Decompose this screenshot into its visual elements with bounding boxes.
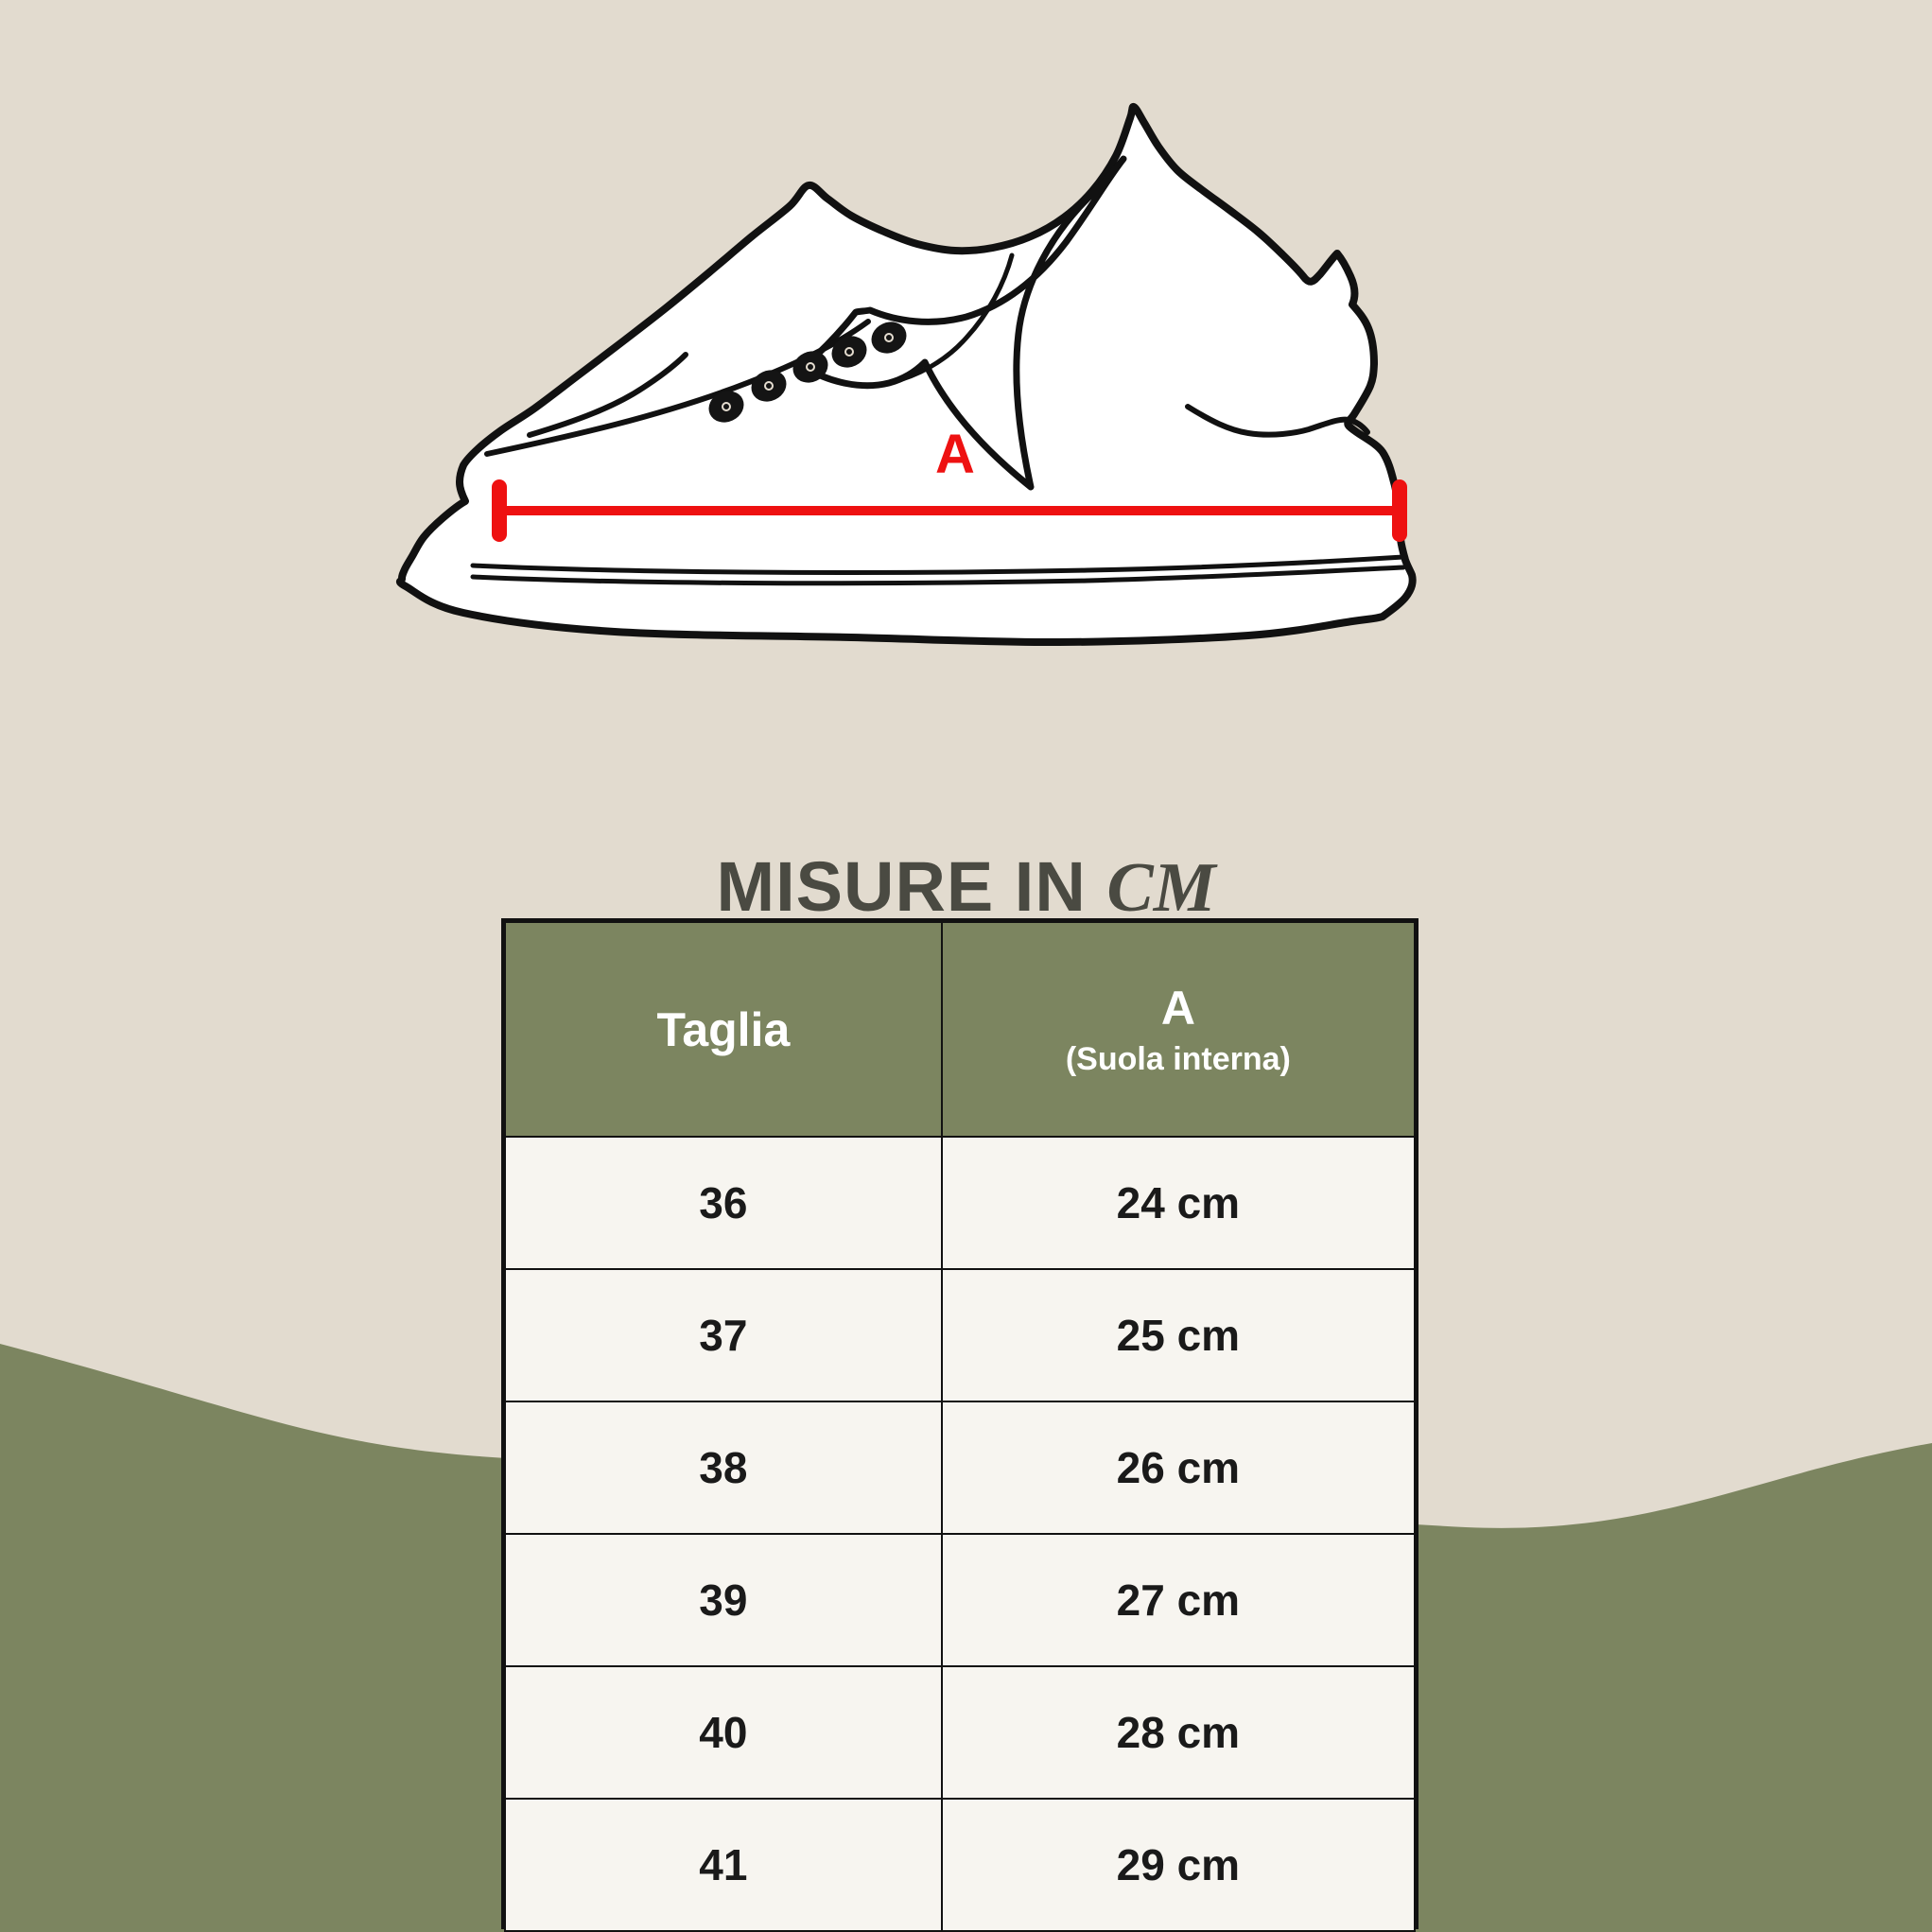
svg-text:A: A [935,424,975,485]
